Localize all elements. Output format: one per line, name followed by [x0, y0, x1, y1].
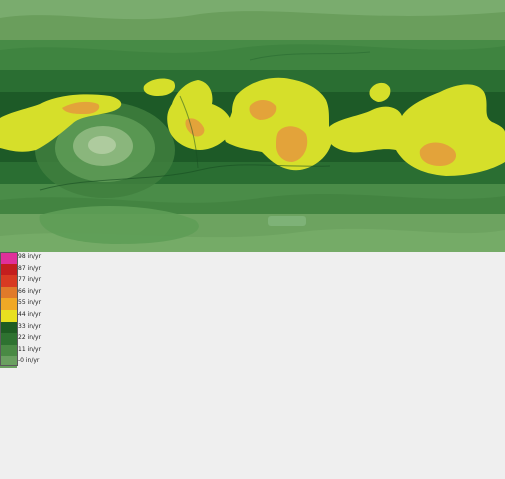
legend-item: 11 in/yr — [0, 344, 120, 357]
relief-line-2 — [179, 95, 199, 169]
legend-swatch — [0, 310, 17, 322]
legend-item: 87 in/yr — [0, 263, 120, 276]
legend-swatch — [0, 333, 17, 346]
legend-label: 77 in/yr — [18, 276, 42, 284]
legend-item: 44 in/yr — [0, 310, 120, 322]
terrain-map-graphic — [0, 0, 505, 252]
precipitation-map — [0, 0, 505, 252]
rain-zone-islet — [369, 82, 391, 102]
highland-peak — [88, 136, 116, 154]
legend-swatch — [0, 286, 17, 299]
legend-swatch — [0, 252, 17, 264]
legend-swatch — [0, 321, 17, 334]
legend-label: 44 in/yr — [18, 311, 42, 318]
legend-label: 55 in/yr — [18, 299, 42, 307]
legend-swatch — [0, 344, 17, 357]
southern-lake — [268, 216, 306, 226]
legend-item: 33 in/yr — [0, 321, 120, 334]
legend-item: 22 in/yr — [0, 333, 120, 346]
legend-label: -0 in/yr — [18, 357, 40, 365]
legend-label: 87 in/yr — [18, 264, 42, 272]
rain-core-center-north — [249, 100, 277, 120]
legend-item: 77 in/yr — [0, 275, 120, 288]
rain-core-center-south — [276, 126, 308, 162]
rain-zone-center-west — [167, 80, 233, 150]
relief-line-1 — [39, 164, 331, 191]
legend-item: 98 in/yr — [0, 252, 120, 264]
legend-swatch — [0, 298, 17, 311]
rain-zone-east — [326, 84, 505, 176]
legend-item: 66 in/yr — [0, 286, 120, 299]
legend-label: 98 in/yr — [18, 253, 42, 260]
legend-item: 55 in/yr — [0, 298, 120, 311]
rain-zone-small — [143, 78, 176, 96]
precipitation-legend: 98 in/yr 87 in/yr 77 in/yr 66 in/yr 55 in/yr… — [0, 252, 120, 369]
southern-basin — [39, 205, 199, 244]
contour-north-2 — [0, 40, 505, 53]
legend-swatch — [0, 356, 17, 369]
legend-label: 66 in/yr — [18, 287, 42, 295]
legend-swatch — [0, 263, 17, 276]
contour-north-1 — [0, 0, 505, 20]
rain-core-west — [62, 101, 100, 114]
rain-core-east — [419, 142, 457, 166]
legend-swatch — [0, 275, 17, 288]
relief-line-3 — [249, 51, 371, 61]
legend-label: 11 in/yr — [18, 345, 42, 353]
legend-label: 33 in/yr — [18, 322, 42, 330]
legend-item: -0 in/yr — [0, 356, 120, 369]
legend-label: 22 in/yr — [18, 334, 42, 342]
